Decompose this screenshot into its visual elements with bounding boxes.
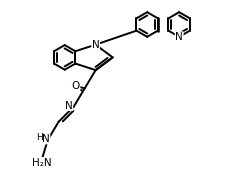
Text: O: O <box>71 81 79 91</box>
Text: H: H <box>36 133 42 142</box>
Text: N: N <box>65 100 72 110</box>
Text: N: N <box>42 134 49 144</box>
Text: H₂N: H₂N <box>32 158 51 168</box>
Text: N: N <box>91 40 99 50</box>
Text: N: N <box>175 32 182 42</box>
